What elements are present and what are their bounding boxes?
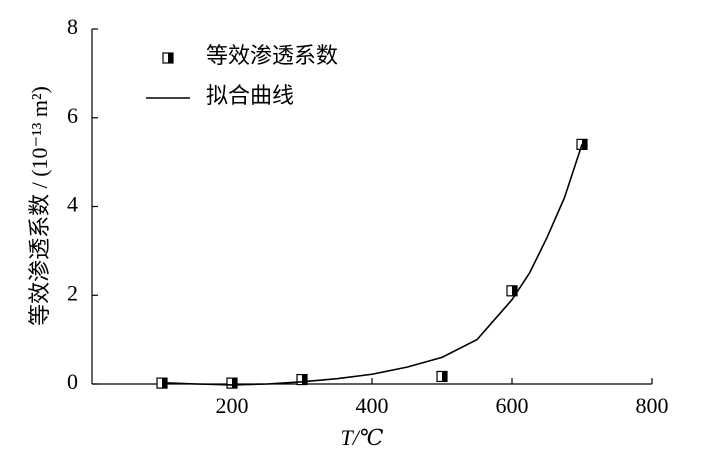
- marker-fill: [168, 53, 173, 63]
- marker-fill: [302, 374, 307, 385]
- legend-label: 拟合曲线: [206, 83, 294, 108]
- x-tick-label: 800: [636, 393, 669, 418]
- marker-fill: [512, 285, 517, 296]
- y-tick-label: 2: [67, 280, 78, 305]
- legend-entry: 拟合曲线: [146, 83, 294, 108]
- y-tick-label: 0: [67, 369, 78, 394]
- x-tick-label: 200: [216, 393, 249, 418]
- legend-label: 等效渗透系数: [206, 43, 338, 68]
- point: [436, 370, 448, 383]
- x-tick-label: 600: [496, 393, 529, 418]
- y-tick-label: 4: [67, 192, 78, 217]
- x-axis-title: T/℃: [341, 425, 384, 450]
- legend-entry: 等效渗透系数: [162, 43, 338, 68]
- y-tick-label: 8: [67, 14, 78, 39]
- y-axis-title: 等效渗透系数 / (10⁻¹³ m²): [27, 86, 52, 326]
- marker-fill: [232, 378, 237, 389]
- point: [296, 373, 308, 386]
- fit-line: [161, 144, 583, 386]
- y-tick-label: 6: [67, 103, 78, 128]
- marker-fill: [442, 371, 447, 382]
- marker-fill: [582, 139, 587, 150]
- point: [226, 377, 238, 389]
- x-tick-label: 400: [356, 393, 389, 418]
